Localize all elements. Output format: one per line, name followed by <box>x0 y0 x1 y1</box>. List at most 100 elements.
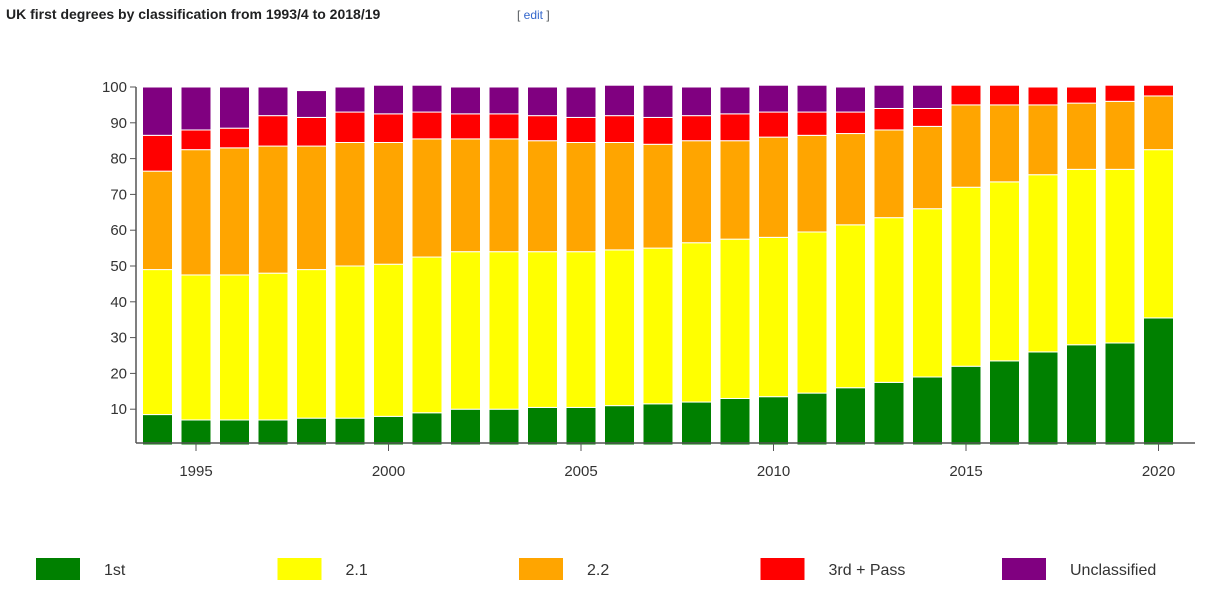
bar-segment-1st-2019 <box>1104 342 1136 446</box>
bar-segment-2-2-2004 <box>527 140 558 253</box>
bar-segment-3rd-pass-1999 <box>334 111 366 143</box>
x-tick-label-2000: 2000 <box>372 463 405 480</box>
edit-link[interactable]: edit <box>523 8 544 22</box>
bar-segment-1st-2011 <box>796 392 828 446</box>
bar-segment-1st-2013 <box>873 381 905 446</box>
bar-segment-unclassified-2000 <box>373 84 404 115</box>
bar-segment-2-1-2020 <box>1143 149 1174 319</box>
bar-segment-3rd-pass-2005 <box>565 116 597 143</box>
bracket-open: [ <box>517 8 524 22</box>
y-tick-label-70: 70 <box>110 186 127 203</box>
bar-segment-1st-2005 <box>565 406 597 446</box>
x-tick-label-2005: 2005 <box>564 463 597 480</box>
bar-segment-1st-1995 <box>180 419 212 446</box>
bar-segment-2-1-2009 <box>719 238 751 399</box>
bar-segment-2-2-2008 <box>681 140 712 244</box>
bar-segment-unclassified-1996 <box>219 86 250 129</box>
bar-segment-3rd-pass-2009 <box>719 113 751 142</box>
bar-segment-2-1-2013 <box>873 217 905 383</box>
bar-segment-2-2-2020 <box>1143 95 1174 151</box>
bar-segment-1st-2007 <box>642 403 674 446</box>
y-tick-label-80: 80 <box>110 151 127 168</box>
bar-segment-2-1-2015 <box>950 186 982 367</box>
bar-segment-2-2-2002 <box>450 138 481 253</box>
bar-segment-2-1-2003 <box>488 251 520 410</box>
bar-segment-2-1-1998 <box>296 269 327 419</box>
bar-segment-1st-1998 <box>296 417 327 446</box>
x-tick-label-1995: 1995 <box>179 463 212 480</box>
bar-segment-3rd-pass-2015 <box>950 84 982 106</box>
bar-segment-2-2-2003 <box>488 138 520 253</box>
bar-segment-2-2-1996 <box>219 147 250 276</box>
y-tick-label-20: 20 <box>110 365 127 382</box>
y-tick-label-10: 10 <box>110 401 127 418</box>
bar-segment-1st-1999 <box>334 417 366 446</box>
bar-segment-unclassified-2012 <box>835 86 866 113</box>
legend-label-2: 2.2 <box>587 562 609 579</box>
chart-title: UK first degrees by classification from … <box>6 6 381 22</box>
bar-segment-unclassified-2001 <box>411 84 443 113</box>
bar-segment-2-2-2010 <box>758 136 789 238</box>
bar-segment-unclassified-2003 <box>488 86 520 115</box>
bar-segment-1st-2000 <box>373 415 404 446</box>
bar-segment-unclassified-1998 <box>296 90 327 118</box>
bar-segment-2-1-2010 <box>758 236 789 398</box>
bar-segment-1st-2020 <box>1143 317 1174 446</box>
bar-segment-2-2-2017 <box>1027 104 1059 176</box>
bar-segment-3rd-pass-2008 <box>681 115 712 142</box>
bar-segment-1st-2010 <box>758 396 789 446</box>
bar-segment-1st-2015 <box>950 365 982 446</box>
bar-segment-2-1-1995 <box>180 274 212 421</box>
bar-segment-3rd-pass-2011 <box>796 111 828 136</box>
bar-segment-1st-2018 <box>1066 344 1097 446</box>
bar-segment-2-2-2000 <box>373 141 404 265</box>
bar-segment-1st-2009 <box>719 397 751 446</box>
bar-segment-2-2-1997 <box>257 145 289 274</box>
legend-swatch-1 <box>277 558 322 580</box>
legend-swatch-3 <box>760 558 805 580</box>
legend-swatch-2 <box>519 558 563 580</box>
edit-link-wrapper: [ edit ] <box>517 8 550 22</box>
bar-segment-1st-2017 <box>1027 351 1059 446</box>
bar-segment-2-2-2015 <box>950 104 982 188</box>
bar-segment-3rd-pass-2004 <box>527 115 558 142</box>
bar-segment-2-1-2018 <box>1066 168 1097 346</box>
legend-label-4: Unclassified <box>1070 562 1156 579</box>
bar-segment-3rd-pass-2019 <box>1104 84 1136 102</box>
bar-segment-1st-1994 <box>142 414 173 446</box>
y-tick-label-40: 40 <box>110 294 127 311</box>
bar-segment-3rd-pass-2013 <box>873 107 905 131</box>
bar-segment-3rd-pass-1996 <box>219 127 250 149</box>
bar-segment-unclassified-1994 <box>142 86 173 136</box>
bar-segment-3rd-pass-2000 <box>373 113 404 143</box>
bar-segment-2-1-2017 <box>1027 174 1059 353</box>
bar-segment-3rd-pass-2003 <box>488 113 520 140</box>
bar-segment-1st-2003 <box>488 408 520 446</box>
bar-segment-2-1-2001 <box>411 256 443 414</box>
bar-segment-3rd-pass-1997 <box>257 115 289 147</box>
y-tick-label-100: 100 <box>102 79 127 96</box>
bar-segment-2-2-1994 <box>142 170 173 271</box>
bar-segment-3rd-pass-2017 <box>1027 86 1059 106</box>
legend-swatch-0 <box>36 558 80 580</box>
bar-segment-unclassified-2014 <box>912 84 943 109</box>
bar-segment-1st-2002 <box>450 408 481 446</box>
y-tick-label-90: 90 <box>110 115 127 132</box>
bar-segment-3rd-pass-1995 <box>180 129 212 151</box>
bar-segment-2-2-2009 <box>719 140 751 240</box>
bar-segment-unclassified-2005 <box>565 86 597 118</box>
bar-segment-2-2-2014 <box>912 125 943 210</box>
bar-segment-2-2-2001 <box>411 138 443 258</box>
bar-segment-unclassified-1995 <box>180 86 212 131</box>
bar-segment-2-1-2012 <box>835 224 866 389</box>
bar-segment-unclassified-2004 <box>527 86 558 117</box>
bar-segment-3rd-pass-2001 <box>411 111 443 140</box>
bar-segment-1st-1996 <box>219 419 250 446</box>
bar-segment-3rd-pass-2007 <box>642 116 674 145</box>
bar-segment-1st-2016 <box>989 360 1020 446</box>
bar-segment-2-2-1998 <box>296 145 327 271</box>
legend-label-0: 1st <box>104 562 126 579</box>
bar-segment-2-1-2007 <box>642 247 674 405</box>
bar-segment-2-1-2019 <box>1104 168 1136 344</box>
